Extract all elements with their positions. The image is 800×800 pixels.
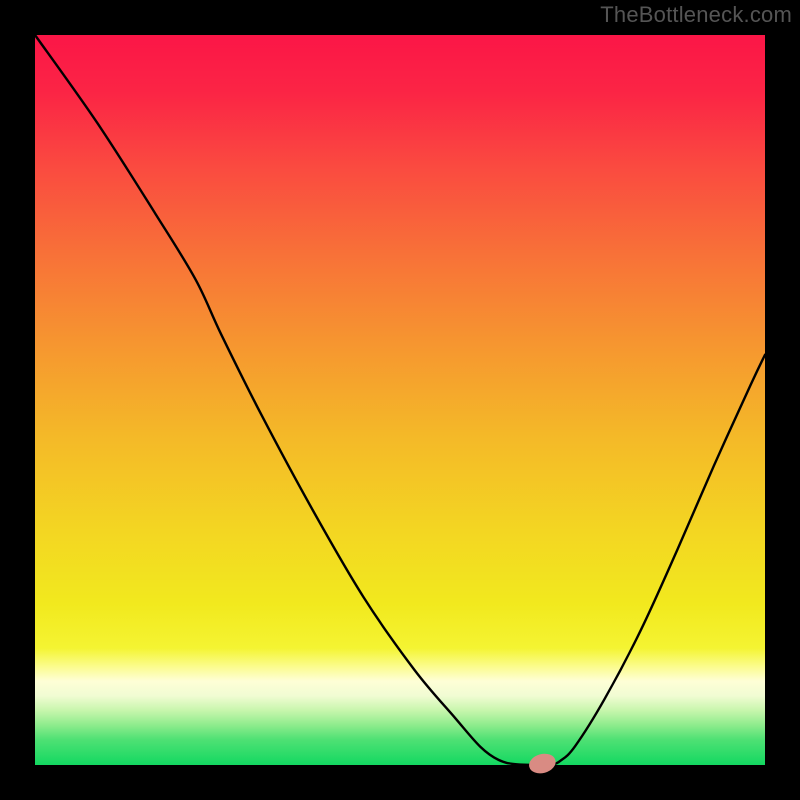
plot-area bbox=[35, 35, 765, 765]
watermark-text: TheBottleneck.com bbox=[600, 2, 792, 28]
bottleneck-chart bbox=[0, 0, 800, 800]
